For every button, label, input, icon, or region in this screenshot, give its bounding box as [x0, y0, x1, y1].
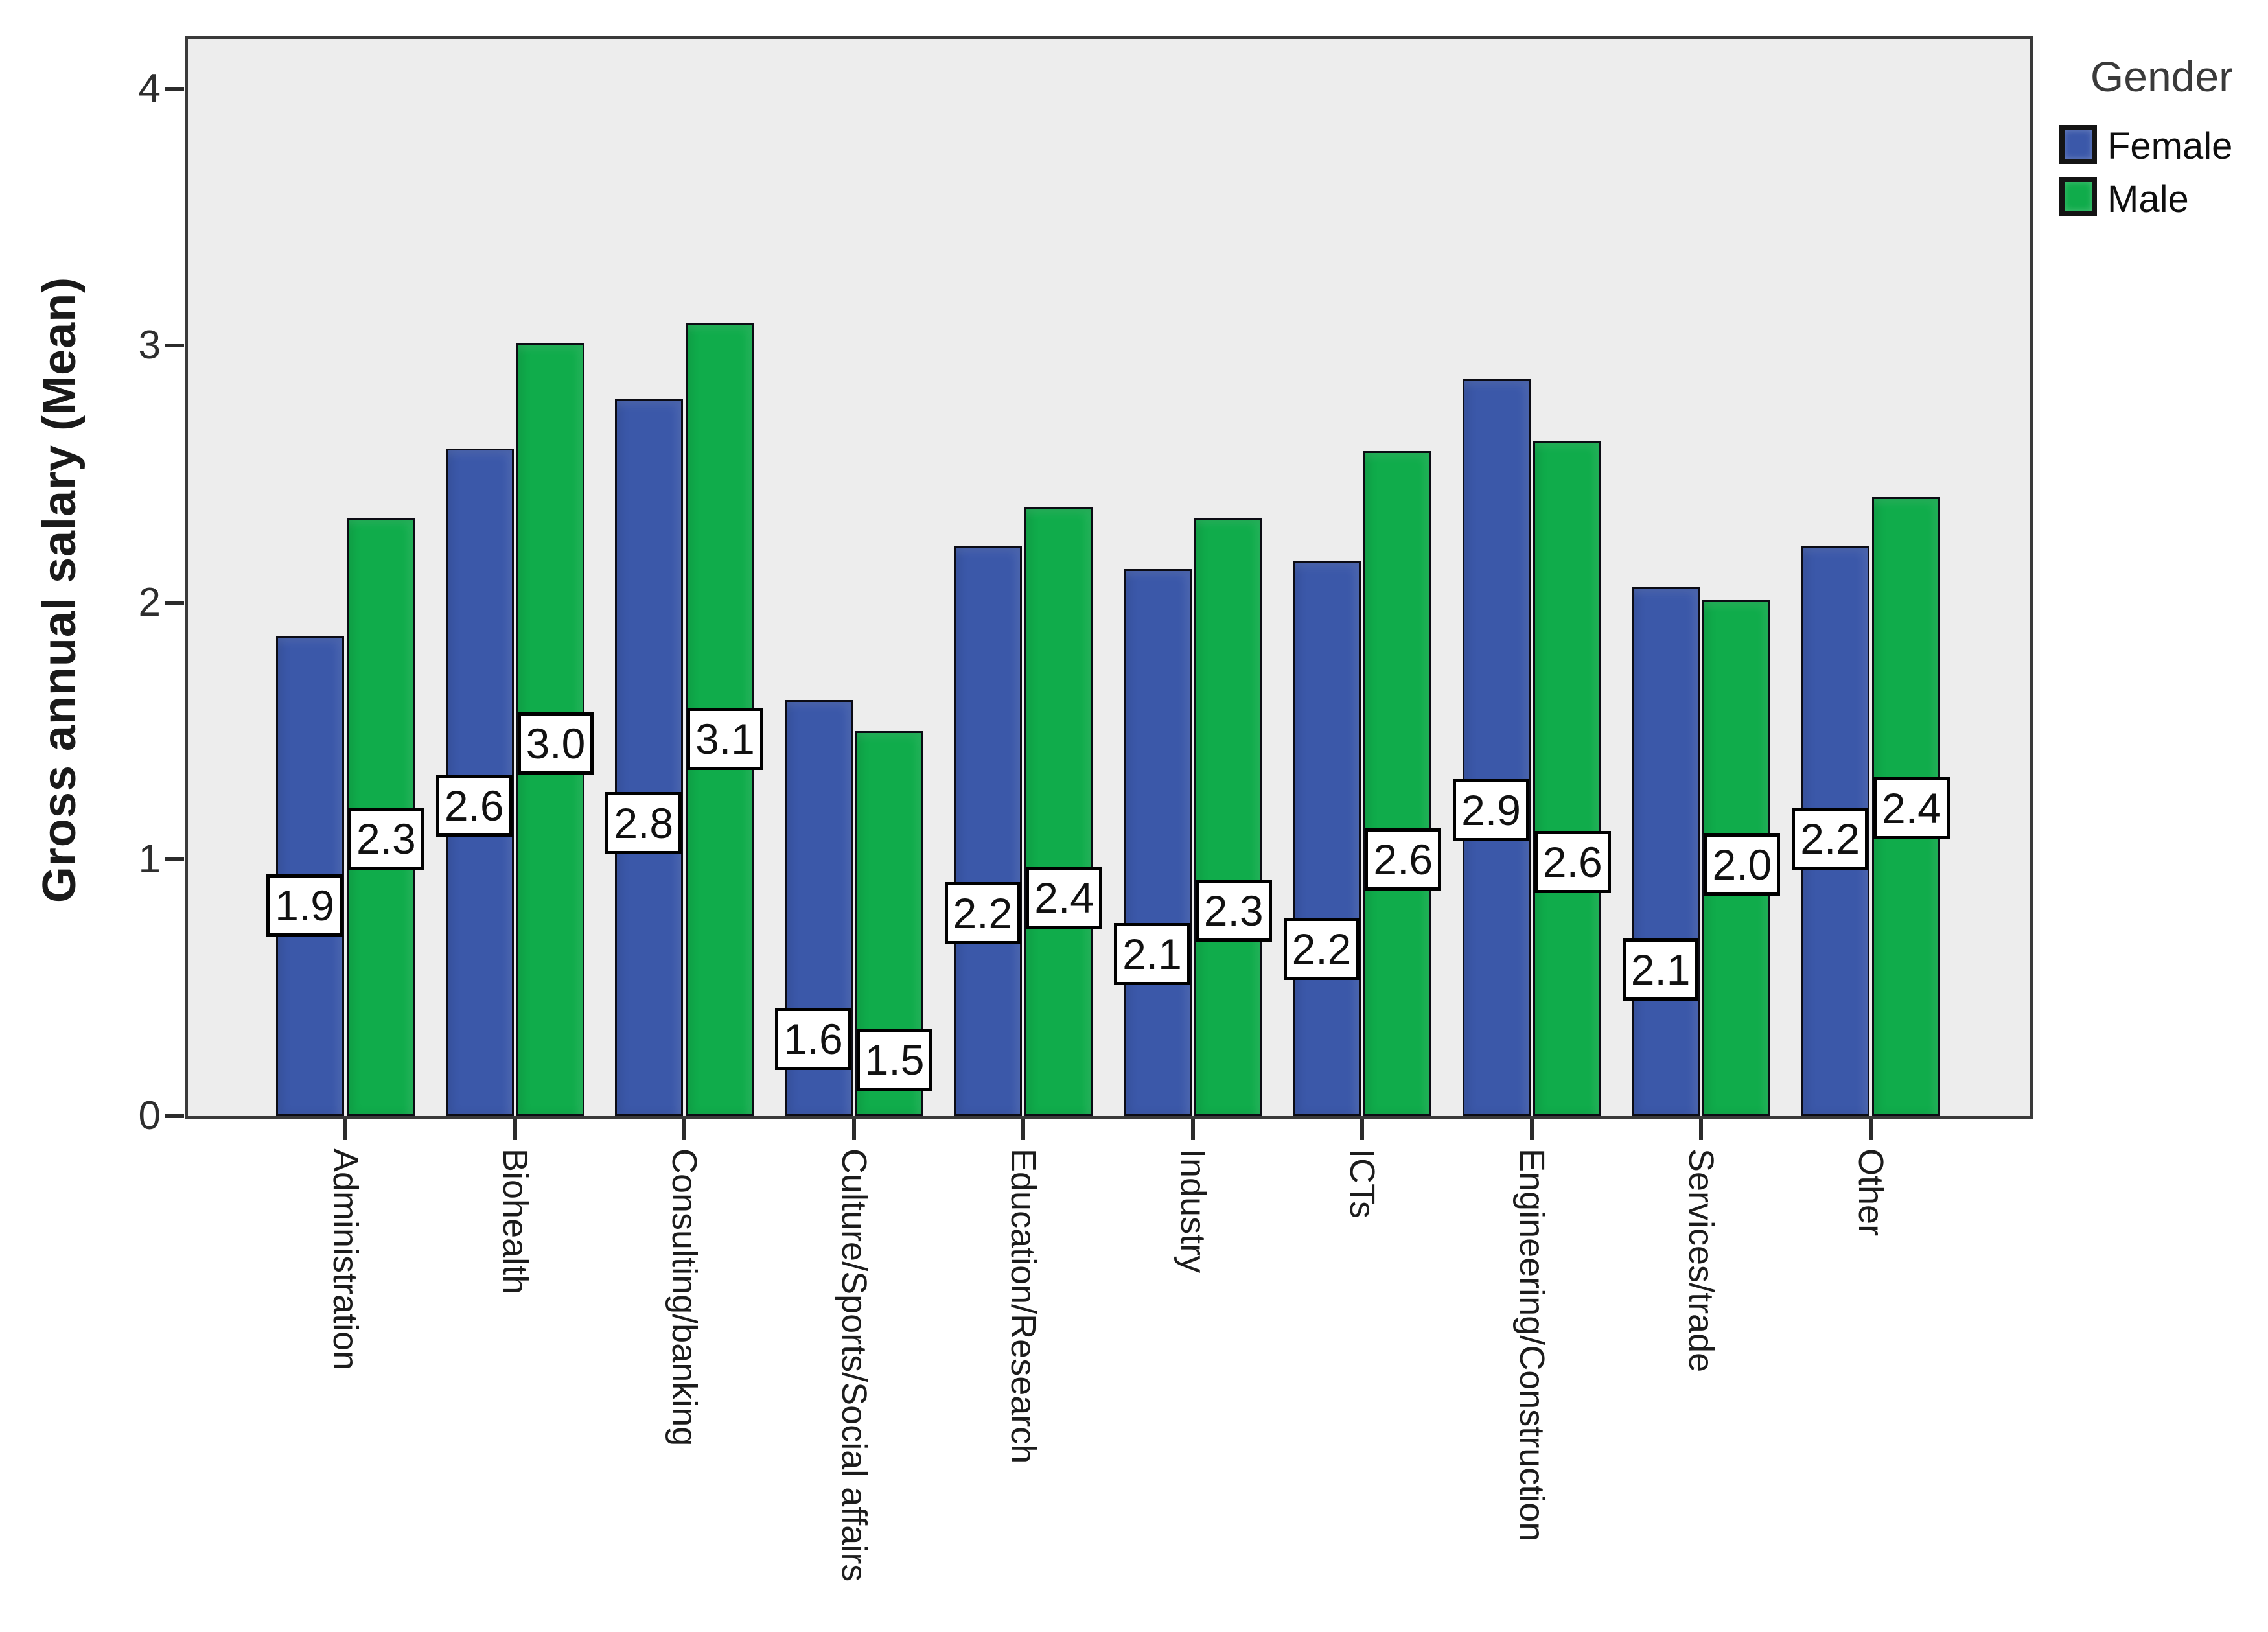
bar-female-services-trade [1632, 587, 1700, 1116]
x-axis-label-consulting-banking: Consulting/banking [665, 1148, 704, 1447]
value-label-female-culture-sports-social-affairs: 1.6 [774, 1008, 851, 1070]
x-axis-label-administration: Administration [326, 1148, 365, 1371]
x-axis-label-other: Other [1851, 1148, 1891, 1237]
value-label-female-education-research: 2.2 [944, 882, 1021, 944]
plot-area [185, 36, 2033, 1119]
y-tick-mark-3 [165, 344, 184, 348]
value-label-male-icts: 2.6 [1365, 828, 1442, 891]
x-tick-mark-biohealth [513, 1119, 517, 1140]
bar-male-engineering-construction [1533, 441, 1601, 1116]
value-label-female-other: 2.2 [1792, 808, 1869, 870]
female-legend-swatch [2059, 125, 2097, 164]
y-tick-label-4: 4 [138, 66, 161, 111]
bar-female-engineering-construction [1462, 379, 1531, 1116]
value-label-male-other: 2.4 [1873, 777, 1950, 839]
y-tick-label-1: 1 [138, 836, 161, 881]
x-axis-label-icts: ICTs [1343, 1148, 1382, 1218]
legend-title: Gender [2090, 52, 2234, 100]
value-label-female-administration: 1.9 [266, 874, 343, 937]
bar-male-icts [1363, 451, 1432, 1116]
value-label-female-icts: 2.2 [1283, 918, 1360, 980]
y-tick-mark-4 [165, 87, 184, 91]
x-tick-mark-engineering-construction [1529, 1119, 1534, 1140]
x-axis-label-industry: Industry [1173, 1148, 1212, 1274]
bar-female-education-research [954, 546, 1023, 1116]
bar-female-consulting-banking [615, 399, 684, 1116]
y-tick-label-3: 3 [138, 323, 161, 368]
x-tick-mark-services-trade [1699, 1119, 1704, 1140]
x-tick-mark-icts [1360, 1119, 1365, 1140]
male-legend-label: Male [2107, 178, 2189, 220]
value-label-male-biohealth: 3.0 [517, 712, 594, 775]
y-tick-mark-0 [165, 1114, 184, 1118]
x-tick-mark-culture-sports-social-affairs [851, 1119, 856, 1140]
y-tick-label-0: 0 [138, 1093, 161, 1138]
x-tick-mark-industry [1190, 1119, 1195, 1140]
value-label-female-biohealth: 2.6 [435, 775, 513, 837]
x-tick-mark-administration [343, 1119, 347, 1140]
y-tick-mark-1 [165, 857, 184, 861]
value-label-female-services-trade: 2.1 [1622, 938, 1699, 1001]
male-legend-swatch [2059, 177, 2097, 216]
x-axis-label-culture-sports-social-affairs: Culture/Sports/Social affairs [834, 1148, 874, 1582]
x-tick-mark-other [1869, 1119, 1873, 1140]
x-axis-label-services-trade: Services/trade [1682, 1148, 1721, 1373]
x-tick-mark-education-research [1021, 1119, 1026, 1140]
y-axis-title: Gross annual salary (Mean) [34, 276, 86, 903]
x-axis-label-biohealth: Biohealth [495, 1148, 535, 1295]
bar-female-industry [1123, 569, 1192, 1116]
female-legend-label: Female [2107, 125, 2233, 167]
value-label-male-administration: 2.3 [348, 808, 424, 870]
value-label-female-engineering-construction: 2.9 [1453, 779, 1529, 841]
value-label-male-consulting-banking: 3.1 [687, 708, 763, 770]
bar-male-industry [1194, 518, 1262, 1116]
value-label-male-industry: 2.3 [1195, 880, 1272, 942]
value-label-male-engineering-construction: 2.6 [1534, 831, 1611, 893]
y-tick-label-2: 2 [138, 579, 161, 625]
value-label-male-education-research: 2.4 [1026, 867, 1102, 929]
bar-male-education-research [1024, 507, 1093, 1116]
y-tick-mark-2 [165, 600, 184, 605]
value-label-male-culture-sports-social-affairs: 1.5 [856, 1029, 933, 1091]
x-axis-label-education-research: Education/Research [1004, 1148, 1043, 1464]
value-label-female-consulting-banking: 2.8 [605, 792, 682, 854]
value-label-female-industry: 2.1 [1114, 923, 1190, 985]
x-tick-mark-consulting-banking [682, 1119, 687, 1140]
x-axis-label-engineering-construction: Engineering/Construction [1512, 1148, 1551, 1542]
value-label-male-services-trade: 2.0 [1704, 833, 1781, 896]
bar-female-icts [1293, 561, 1361, 1116]
